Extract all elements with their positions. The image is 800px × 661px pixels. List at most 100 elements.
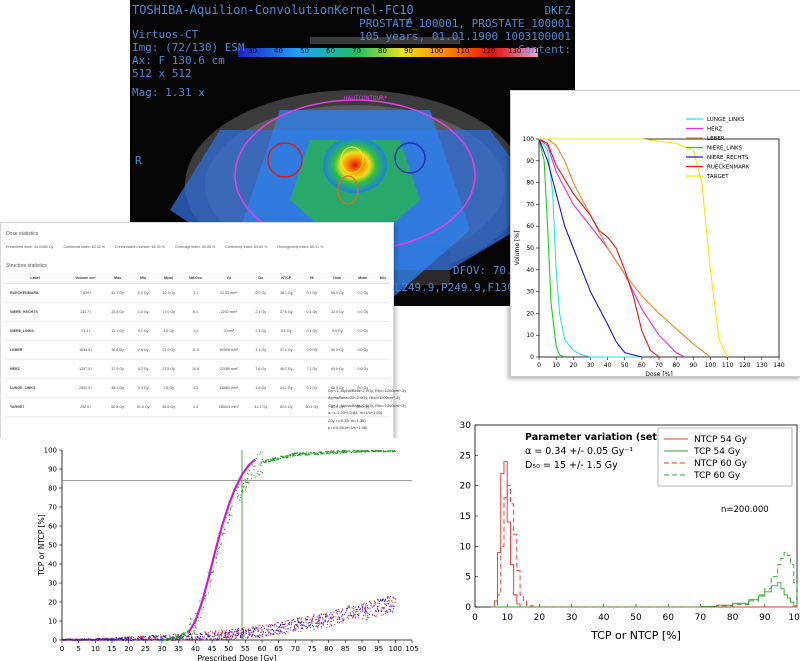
row-label: LEBER	[4, 340, 67, 360]
column-header: HI	[299, 273, 325, 284]
colorbar-tick: 120	[482, 47, 496, 55]
ct-patient-name: PROSTATE_100001, PROSTATE_100001	[359, 17, 571, 30]
dose-stat-item: Conformity index: 65.65 %	[225, 245, 268, 249]
x-tick-label: 30	[587, 362, 595, 369]
x-tick-label: 40	[191, 645, 200, 653]
tcp-fit-curve	[187, 458, 257, 633]
table-cell: 2.1 Gy	[247, 321, 274, 341]
legend-label: LEBER	[707, 136, 725, 142]
table-cell: 48.1 Gy	[104, 378, 131, 398]
legend-label: NTCP 54 Gy	[694, 435, 748, 445]
x-tick-label: 110	[722, 362, 734, 369]
ct-patient-info: 105 years, 01.01.1900 1003100001	[359, 30, 571, 43]
structure-stats-title: Structure statistics	[6, 263, 47, 269]
table-row: LUNGE_LINKS 2800.0 l 48.1 Gy 0.3 Gy 7.8 Gy 3.…	[4, 378, 390, 398]
table-cell: 37.1 Gy	[273, 340, 299, 360]
table-cell: 0.3 Gy	[130, 378, 156, 398]
colorbar-tick: 130	[508, 47, 522, 55]
table-cell: 2.6 Gy	[130, 340, 156, 360]
x-tick-label: 50	[621, 362, 629, 369]
x-tick-label: 70	[655, 362, 663, 369]
column-header: Min	[375, 273, 390, 284]
table-cell: 0.1 Gy	[299, 378, 325, 398]
x-tick-label: 90	[358, 645, 367, 653]
table-cell: 0.2 Gy	[130, 359, 156, 379]
y-tick-label: 25	[460, 451, 471, 461]
table-header-row: Label Volume cm³ Max Min Mean Std.Dev. Vx Dx NTC…	[4, 273, 390, 284]
table-cell: 0.0 Gy	[299, 340, 325, 360]
colorbar-tick: 30	[248, 47, 257, 55]
table-cell: 0.0 Gy	[324, 321, 351, 341]
y-tick-label: 50	[48, 542, 57, 550]
x-axis-label: Dose [%]	[645, 371, 672, 376]
row-label: TARGET	[4, 397, 67, 417]
dvh-series-line	[539, 138, 711, 358]
table-row: NIERE_LINKS 71.3 l 11.1 Gy 0.1 Gy 4.6 Gy 1.1 0…	[4, 321, 390, 341]
y-tick-label: 10	[460, 542, 472, 552]
table-cell: 1.6 Gy	[247, 378, 274, 398]
y-tick-label: 30	[460, 421, 472, 431]
legend-label: NTCP 60 Gy	[694, 459, 748, 469]
organ-contour-left	[267, 142, 303, 178]
y-tick-label: 0	[53, 637, 57, 645]
dvh-series-line	[538, 138, 565, 358]
target-contour	[340, 146, 364, 174]
y-tick-label: 80	[48, 485, 57, 493]
y-tick-label: 20	[526, 310, 534, 317]
row-label: RUECKENMARK	[4, 283, 67, 303]
y-tick-label: 70	[48, 504, 57, 512]
legend-label: NIERE_LINKS	[707, 146, 743, 152]
table-cell	[375, 359, 390, 379]
table-cell: 10.1 Gy	[155, 283, 182, 303]
x-tick-label: 20	[124, 645, 133, 653]
structure-stats-table: Label Volume cm³ Max Min Mean Std.Dev. Vx Dx NTC…	[4, 273, 390, 417]
statistics-window: Dose statistics Prescribed dose: 54.00/8…	[0, 222, 394, 442]
table-cell: 292.0 l	[66, 397, 105, 417]
param-line: Gy^-1, Alpha/Beta=2.0Gy, Rho=1200cm^-3)	[328, 402, 406, 408]
structure-stats-table-wrap: Label Volume cm³ Max Min Mean Std.Dev. Vx Dx NTC…	[4, 273, 390, 417]
table-cell	[375, 378, 390, 398]
x-axis-label: Prescribed Dose [Gy]	[197, 654, 276, 661]
table-cell: 11.1 Gy	[104, 321, 131, 341]
x-tick-label: 65	[274, 645, 283, 653]
ct-magnification: Mag: 1.31 x	[132, 86, 205, 99]
table-cell: 25.8 Gy	[104, 302, 131, 322]
param-line: a, n=1.20+/-0.84, m=1/n+1.00)	[328, 410, 383, 416]
y-tick-label: 5	[465, 573, 471, 583]
table-cell: 0.1 Gy	[130, 321, 156, 341]
column-header: Mean	[155, 273, 182, 284]
y-tick-label: 20	[460, 482, 472, 492]
table-cell: 0.0 Gy	[350, 378, 376, 398]
y-tick-label: 100	[44, 447, 57, 455]
x-tick-label: 100	[389, 645, 402, 653]
x-tick-label: 45	[208, 645, 217, 653]
table-cell: 90.0 Gy	[324, 359, 351, 379]
hist-title: Parameter variation (set 2)	[525, 432, 671, 443]
hist-series-line	[491, 582, 798, 608]
y-tick-label: 60	[526, 223, 534, 230]
table-cell: 37.9 Gy	[104, 359, 131, 379]
y-tick-label: 40	[48, 561, 57, 569]
y-tick-label: 100	[523, 136, 535, 143]
colorbar-tick: 90	[404, 47, 413, 55]
x-axis-label: TCP or NTCP [%]	[590, 629, 681, 642]
dvh-axes-frame	[538, 138, 780, 358]
column-header: NTCP	[273, 273, 299, 284]
table-cell: 3.3	[181, 378, 210, 398]
table-cell: 0.1 Gy	[299, 321, 325, 341]
x-tick-label: 10	[552, 362, 560, 369]
table-cell: 0.0 Gy	[350, 321, 376, 341]
table-cell: 0.0 Gy	[350, 283, 376, 303]
table-cell: 3.1	[181, 283, 210, 303]
table-row: LEBER 1634.0 l 36.6 Gy 2.6 Gy 27.9 Gy 11.3 605…	[4, 340, 390, 360]
x-tick-label: 60	[638, 362, 646, 369]
ct-matrix: 512 x 512	[132, 67, 192, 80]
table-cell: 65.0 Gy	[324, 378, 351, 398]
table-cell: 71.3 l	[66, 321, 105, 341]
ct-modality: Virtuos-CT	[132, 28, 199, 41]
x-tick-label: 140	[773, 362, 785, 369]
table-cell: 0.0 Gy	[130, 283, 156, 303]
column-header: Mean	[350, 273, 376, 284]
sample-count: n=200.000	[721, 505, 769, 515]
legend-label: LUNGE_LINKS	[707, 117, 745, 123]
